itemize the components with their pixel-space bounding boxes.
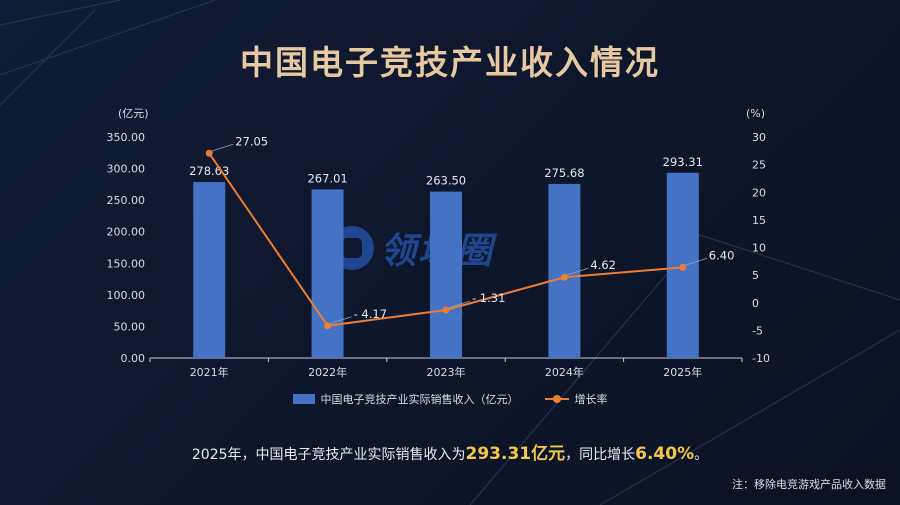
left-axis: (亿元) 0.00 50.00 100.00 150.00 200.00 250.00 300…	[107, 107, 149, 365]
bar	[193, 182, 226, 358]
growth-data-label: - 1.31	[472, 291, 505, 305]
chart-title: 中国电子竞技产业收入情况	[240, 43, 660, 82]
summary-text: 2025年，中国电子竞技产业实际销售收入为293.31亿元，同比增长6.40%。	[0, 439, 900, 464]
growth-point	[560, 273, 568, 281]
legend-bar-swatch	[292, 394, 315, 404]
bar-data-label: 263.50	[426, 174, 466, 188]
summary-suffix: 。	[694, 447, 709, 463]
right-tick-label: 30	[752, 131, 766, 144]
bar	[548, 183, 581, 358]
summary-value: 293.31亿元	[465, 444, 566, 464]
left-tick-label: 0.00	[121, 352, 146, 365]
bar-data-label: 275.68	[544, 166, 584, 180]
x-tick-label: 2024年	[545, 365, 584, 379]
x-axis: 2021年 2022年 2023年 2024年 2025年	[149, 357, 743, 379]
growth-data-label: 6.40	[709, 248, 735, 262]
x-tick-label: 2023年	[427, 365, 466, 379]
growth-point	[205, 149, 213, 157]
summary-prefix: 2025年，中国电子竞技产业实际销售收入为	[191, 447, 466, 463]
left-axis-unit: (亿元)	[118, 107, 149, 120]
bar	[430, 191, 462, 358]
right-axis-unit: (%)	[746, 107, 765, 120]
left-tick-label: 50.00	[114, 320, 146, 333]
bar	[311, 189, 344, 358]
growth-label-leader	[566, 267, 589, 276]
legend-label-revenue: 中国电子竞技产业实际销售收入（亿元）	[320, 393, 519, 406]
left-tick-label: 300.00	[107, 163, 146, 176]
right-tick-label: -5	[752, 324, 763, 337]
growth-data-label: 4.62	[590, 258, 616, 272]
bar-data-label: 278.63	[189, 164, 229, 178]
growth-label-leader	[447, 300, 471, 309]
bar-data-label: 267.01	[307, 171, 347, 185]
right-tick-label: -10	[752, 352, 770, 365]
left-tick-label: 150.00	[107, 257, 146, 270]
legend-label-growth: 增长率	[574, 393, 608, 406]
left-tick-label: 100.00	[107, 289, 146, 302]
x-tick-label: 2022年	[308, 365, 347, 379]
legend-item-growth: 增长率	[544, 391, 608, 407]
bar-series: 278.63 267.01 263.50 275.68 293.31	[189, 155, 703, 358]
left-tick-label: 200.00	[107, 226, 146, 239]
right-tick-label: 0	[752, 297, 759, 310]
summary-middle: ，同比增长	[565, 447, 636, 463]
growth-point	[679, 263, 687, 271]
left-tick-label: 250.00	[107, 194, 146, 207]
line-series: 27.05 - 4.17 - 1.31 4.62 6.40	[205, 134, 735, 330]
growth-point	[442, 306, 450, 314]
right-tick-label: 20	[752, 186, 766, 199]
growth-point	[324, 322, 332, 330]
x-tick-label: 2021年	[190, 365, 229, 379]
legend-item-revenue: 中国电子竞技产业实际销售收入（亿元）	[292, 391, 519, 407]
legend: 中国电子竞技产业实际销售收入（亿元） 增长率	[0, 391, 900, 407]
right-tick-label: 25	[752, 159, 766, 172]
growth-label-leader	[211, 143, 234, 152]
left-tick-label: 350.00	[107, 131, 146, 144]
x-tick-label: 2025年	[663, 365, 702, 379]
bar-data-label: 293.31	[663, 155, 703, 169]
summary-rate: 6.40%	[635, 444, 695, 464]
right-tick-label: 5	[752, 269, 759, 282]
growth-label-leader	[329, 316, 352, 325]
footnote: 注：移除电竞游戏产品收入数据	[732, 478, 886, 491]
growth-data-label: - 4.17	[354, 307, 387, 321]
growth-label-leader	[684, 258, 707, 266]
growth-data-label: 27.05	[235, 134, 268, 148]
right-tick-label: 15	[752, 214, 766, 227]
legend-line-swatch	[544, 394, 569, 404]
right-tick-label: 10	[752, 242, 766, 255]
right-axis: (%) -10 -5 0 5 10 15 20 25 30	[746, 107, 770, 365]
